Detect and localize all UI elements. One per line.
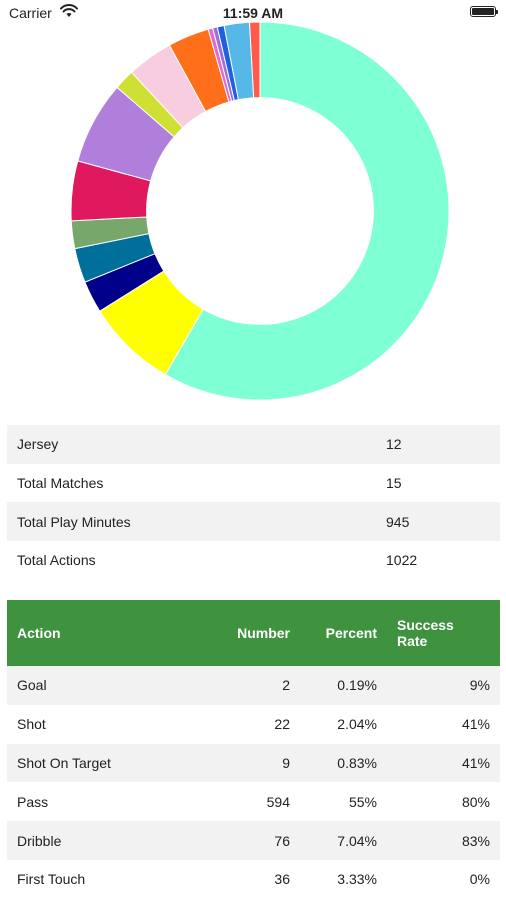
table-row: Dribble 76 7.04% 83% — [7, 821, 500, 860]
info-row-total-actions: Total Actions 1022 — [7, 541, 500, 580]
info-label: Total Matches — [17, 475, 104, 492]
status-bar: Carrier 11:59 AM — [0, 0, 506, 26]
action-cell: Goal — [7, 666, 177, 705]
number-cell: 36 — [274, 871, 290, 888]
number-cell: 594 — [266, 793, 290, 810]
info-value: 945 — [376, 502, 500, 542]
header-success-rate-line1: Success — [397, 617, 454, 633]
success-cell: 41% — [387, 743, 500, 783]
number-cell: 22 — [274, 716, 290, 733]
battery-icon — [470, 6, 498, 17]
percent-cell: 0.83% — [300, 743, 387, 783]
table-row: Goal 2 0.19% 9% — [7, 666, 500, 705]
action-cell: Shot On Target — [7, 743, 177, 783]
success-cell: 83% — [387, 821, 500, 860]
table-row: Pass 594 55% 80% — [7, 782, 500, 821]
donut-chart-svg — [70, 21, 450, 401]
wifi-icon — [60, 4, 78, 17]
percent-cell: 2.04% — [337, 716, 377, 733]
number-cell: 9 — [177, 743, 300, 783]
success-cell: 41% — [461, 716, 490, 733]
table-row: Shot 22 2.04% 41% — [7, 705, 500, 744]
info-value: 15 — [386, 475, 402, 492]
carrier-label: Carrier — [9, 5, 52, 21]
percent-cell: 0.19% — [300, 666, 387, 705]
info-label: Total Actions — [17, 552, 96, 569]
percent-cell: 3.33% — [337, 871, 377, 888]
donut-chart — [0, 0, 506, 420]
info-value: 1022 — [386, 552, 418, 569]
donut-slice[interactable] — [164, 21, 450, 401]
action-table-header: Action Number Percent Success Rate — [7, 600, 500, 666]
success-cell: 80% — [461, 793, 490, 810]
action-table: Action Number Percent Success Rate Goal … — [7, 600, 500, 899]
number-cell: 76 — [177, 821, 300, 860]
action-cell: Shot — [17, 716, 46, 733]
header-success-rate[interactable]: Success Rate — [387, 600, 500, 666]
info-value: 12 — [376, 425, 500, 464]
header-number[interactable]: Number — [177, 600, 300, 666]
info-row-total-play-minutes: Total Play Minutes 945 — [7, 502, 500, 542]
header-success-rate-line2: Rate — [397, 633, 428, 649]
number-cell: 2 — [177, 666, 300, 705]
percent-cell: 7.04% — [300, 821, 387, 860]
info-row-jersey: Jersey 12 — [7, 425, 500, 464]
action-cell: First Touch — [17, 871, 86, 888]
info-table: Jersey 12 Total Matches 15 Total Play Mi… — [7, 425, 500, 580]
success-cell: 9% — [387, 666, 500, 705]
info-label: Jersey — [7, 425, 376, 464]
info-row-total-matches: Total Matches 15 — [7, 464, 500, 503]
table-row: First Touch 36 3.33% 0% — [7, 860, 500, 899]
action-cell: Dribble — [7, 821, 177, 860]
donut-slice[interactable] — [248, 21, 261, 99]
info-label: Total Play Minutes — [7, 502, 376, 542]
header-percent[interactable]: Percent — [300, 600, 387, 666]
action-cell: Pass — [17, 793, 49, 810]
clock: 11:59 AM — [222, 5, 284, 21]
table-row: Shot On Target 9 0.83% 41% — [7, 743, 500, 783]
success-cell: 0% — [469, 871, 490, 888]
percent-cell: 55% — [348, 793, 377, 810]
header-action[interactable]: Action — [7, 600, 177, 666]
